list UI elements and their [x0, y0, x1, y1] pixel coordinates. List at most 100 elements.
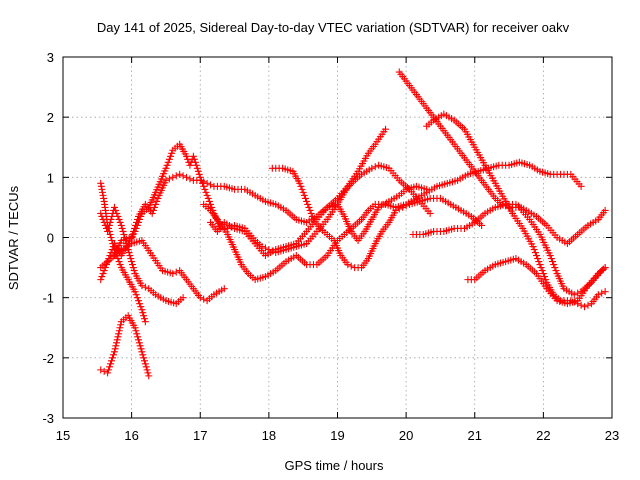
- data-points: [97, 68, 609, 380]
- data-point: [108, 246, 116, 254]
- data-point: [132, 327, 140, 335]
- data-point: [107, 360, 115, 368]
- series-track-l: [409, 200, 609, 248]
- x-tick-label: 20: [399, 428, 413, 443]
- y-tick-label: 0: [47, 231, 54, 246]
- x-tick-label: 23: [605, 428, 619, 443]
- data-point: [129, 264, 137, 272]
- data-point: [131, 324, 139, 332]
- data-point: [202, 188, 210, 196]
- data-point: [550, 261, 558, 269]
- data-point: [163, 161, 171, 169]
- data-point: [99, 215, 107, 223]
- data-point: [132, 221, 140, 229]
- series-track-a: [97, 312, 153, 380]
- data-point: [172, 172, 180, 180]
- x-tick-label: 21: [468, 428, 482, 443]
- data-point: [100, 367, 108, 375]
- plot-frame: [62, 56, 613, 419]
- data-point: [151, 203, 158, 211]
- data-point: [116, 324, 124, 332]
- data-point: [112, 206, 120, 214]
- data-point: [186, 175, 194, 183]
- data-point: [172, 268, 180, 276]
- data-point: [139, 351, 147, 359]
- data-point: [110, 348, 118, 356]
- data-point: [97, 179, 105, 187]
- series-track-c: [97, 237, 228, 305]
- y-tick-label: 3: [47, 50, 54, 65]
- data-point: [141, 283, 149, 291]
- data-point: [402, 202, 410, 210]
- x-tick-label: 16: [124, 428, 138, 443]
- data-point: [135, 339, 143, 347]
- data-point: [129, 230, 137, 238]
- data-point: [195, 170, 203, 178]
- data-point: [203, 191, 211, 199]
- data-point: [115, 215, 123, 223]
- data-point: [126, 252, 134, 260]
- data-point: [97, 182, 105, 190]
- data-point: [99, 191, 107, 199]
- data-point: [533, 252, 541, 260]
- data-point: [168, 149, 176, 157]
- data-point: [111, 345, 119, 353]
- data-point: [97, 366, 105, 374]
- data-point: [140, 357, 148, 365]
- data-point: [165, 155, 173, 163]
- data-point: [186, 161, 194, 169]
- data-point: [136, 300, 144, 308]
- data-point: [549, 258, 557, 266]
- data-point: [546, 252, 554, 260]
- data-point: [100, 218, 108, 226]
- data-point: [104, 258, 112, 266]
- data-point: [107, 234, 115, 241]
- data-point: [169, 173, 177, 181]
- data-point: [144, 369, 152, 377]
- data-point: [598, 267, 606, 275]
- data-point: [141, 318, 149, 326]
- data-point: [300, 191, 308, 199]
- data-point: [132, 291, 140, 299]
- data-point: [149, 206, 157, 214]
- data-point: [570, 291, 578, 299]
- data-point: [392, 206, 400, 214]
- x-tick-label: 18: [262, 428, 276, 443]
- y-tick-label: -3: [42, 411, 54, 426]
- x-tick-label: 22: [536, 428, 550, 443]
- data-point: [115, 258, 123, 266]
- data-point: [140, 312, 148, 320]
- data-point: [598, 289, 606, 297]
- series-track-d: [97, 203, 187, 308]
- data-point: [577, 182, 585, 190]
- data-point: [207, 200, 215, 208]
- series-track-h: [207, 125, 390, 260]
- data-point: [134, 333, 142, 341]
- data-point: [297, 182, 305, 190]
- data-point: [395, 205, 403, 213]
- data-point: [224, 224, 232, 232]
- data-point: [426, 209, 434, 217]
- data-point: [125, 249, 133, 257]
- data-point: [148, 209, 156, 217]
- data-point: [110, 203, 118, 211]
- data-point: [118, 224, 126, 232]
- data-point: [189, 152, 197, 160]
- data-point: [105, 366, 113, 374]
- data-point: [143, 366, 151, 374]
- data-point: [307, 209, 315, 217]
- data-point: [299, 188, 307, 196]
- x-axis-label: GPS time / hours: [285, 458, 384, 473]
- data-point: [167, 152, 175, 160]
- data-point: [130, 267, 138, 275]
- data-point: [113, 209, 121, 217]
- data-point: [127, 255, 135, 263]
- data-point: [191, 158, 199, 166]
- data-point: [601, 288, 609, 296]
- data-point: [265, 246, 273, 254]
- data-point: [220, 285, 228, 293]
- data-point: [108, 212, 116, 220]
- data-point: [140, 315, 148, 323]
- data-point: [205, 197, 213, 205]
- data-point: [165, 175, 173, 183]
